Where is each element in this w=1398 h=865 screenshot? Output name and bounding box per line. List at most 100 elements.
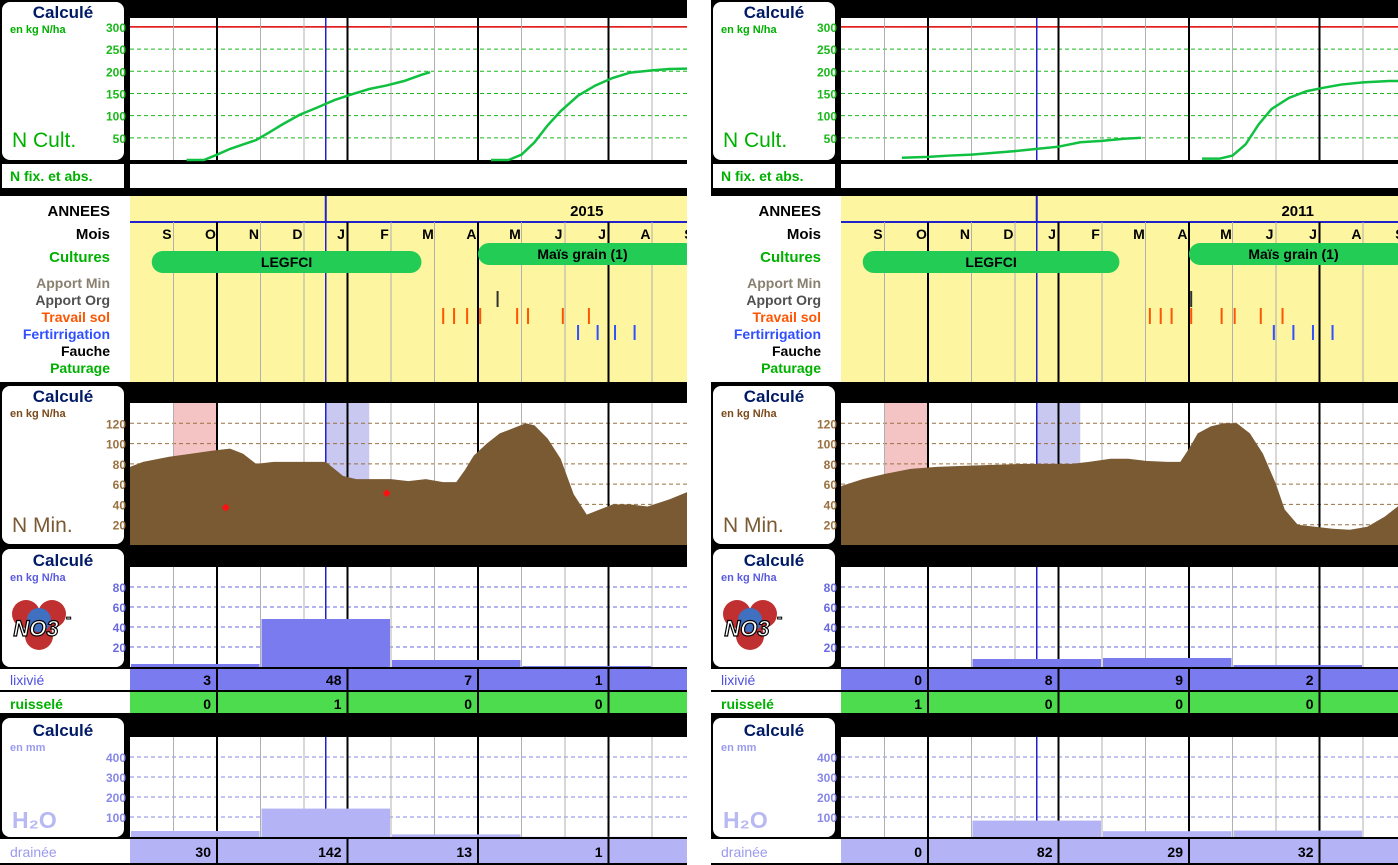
y-tick-label: 60 [824,478,838,492]
ncult-series-line [901,136,1142,160]
lixivie-label: lixivié [10,672,44,688]
ruissele-row-bg [130,692,687,713]
crop-label: LEGFCI [965,254,1016,270]
y-tick-label: 120 [817,417,837,431]
y-tick-label: 20 [113,641,127,655]
crop-label: Maïs grain (1) [1248,246,1338,262]
month-label: A [466,226,476,242]
no3-bar [972,659,1101,667]
month-label: F [380,226,389,242]
no3-icon-charge: - [66,609,71,626]
nmin-measurement-marker [382,489,391,498]
h2o-title: Calculé [744,721,804,740]
timeline-label-bg [711,196,841,382]
row-label-travail-sol: Travail sol [753,309,821,325]
ruissele-value: 0 [464,696,472,712]
h2o-label: H₂O [723,807,768,833]
h2o-bar [392,834,521,837]
no3-unit: en kg N/ha [10,572,67,584]
drainee-value: 0 [914,844,922,860]
y-tick-label: 300 [106,771,126,785]
simulation-panel-right: Calculé en kg N/ha N Cult. 50 100 150 200 250 30… [711,0,1398,865]
simulation-panel-left: Calculé en kg N/ha N Cult. 50 100 150 200 250 30… [0,0,687,865]
y-tick-label: 120 [106,417,126,431]
nfix-label-box [2,164,124,188]
row-label-fauche: Fauche [772,343,821,359]
row-label-fertirrigation: Fertirrigation [734,326,821,342]
month-label: A [1351,226,1361,242]
y-tick-label: 200 [106,65,126,79]
y-tick-label: 100 [817,811,837,825]
nmin-unit: en kg N/ha [721,408,778,420]
row-label-mois: Mois [787,226,821,243]
row-label-cultures: Cultures [49,249,110,266]
y-tick-label: 50 [113,132,127,146]
y-tick-label: 250 [817,43,837,57]
h2o-bar [1103,831,1232,837]
h2o-label: H₂O [12,807,57,833]
y-tick-label: 100 [106,110,126,124]
month-label: J [598,226,606,242]
month-label: N [249,226,259,242]
month-label: M [422,226,434,242]
ncult-title: Calculé [744,3,804,22]
no3-plot-bg [841,567,1398,667]
ruissele-label-bg [711,692,841,713]
timeline-bg [130,196,687,382]
y-tick-label: 80 [824,581,838,595]
ruissele-label: ruisselé [10,696,63,712]
drainee-label-bg [711,839,841,863]
y-tick-label: 400 [817,751,837,765]
no3-unit: en kg N/ha [721,572,778,584]
no3-icon-charge: - [777,609,782,626]
drainee-value: 1 [595,844,603,860]
lixivie-row-bg [841,669,1398,690]
label-box [713,386,835,544]
row-label-mois: Mois [76,226,110,243]
row-label-annees: ANNEES [758,203,821,220]
ncult-label: N Cult. [12,129,76,152]
month-label: M [1133,226,1145,242]
h2o-unit: en mm [10,742,46,754]
nmin-measurement-marker [221,503,230,512]
ruissele-label: ruisselé [721,696,774,712]
nmin-area [841,423,1398,545]
year-label: 2011 [1281,203,1314,220]
y-tick-label: 400 [106,751,126,765]
ruissele-value: 0 [203,696,211,712]
h2o-plot-bg [841,737,1398,837]
label-box [713,2,835,160]
nfix-row [841,164,1398,188]
month-label: M [509,226,521,242]
no3-plot-bg [130,567,687,667]
nmin-unit: en kg N/ha [10,408,67,420]
y-tick-label: 100 [817,438,837,452]
ncult-label: N Cult. [723,129,787,152]
h2o-title: Calculé [33,721,93,740]
ruissele-value: 1 [334,696,342,712]
row-label-apport-org: Apport Org [746,292,821,308]
crop-bar [151,251,422,273]
month-label: D [292,226,302,242]
row-label-apport-min: Apport Min [747,275,821,291]
lixivie-value: 7 [464,672,472,688]
nfix-label: N fix. et abs. [721,168,803,184]
timeline-bg [841,196,1398,382]
month-label: D [1003,226,1013,242]
ruissele-value: 0 [1175,696,1183,712]
month-label: F [1091,226,1100,242]
y-tick-label: 80 [113,581,127,595]
drainee-row-bg [130,839,687,863]
y-tick-label: 80 [824,458,838,472]
month-label: J [555,226,563,242]
month-label: S [1395,226,1398,242]
drainee-label: drainée [721,844,768,860]
y-tick-label: 40 [113,498,127,512]
y-tick-label: 100 [106,438,126,452]
drainee-label-bg [0,839,130,863]
y-tick-label: 150 [106,87,126,101]
crop-bar [1189,243,1398,265]
ncult-plot-bg [130,18,687,160]
